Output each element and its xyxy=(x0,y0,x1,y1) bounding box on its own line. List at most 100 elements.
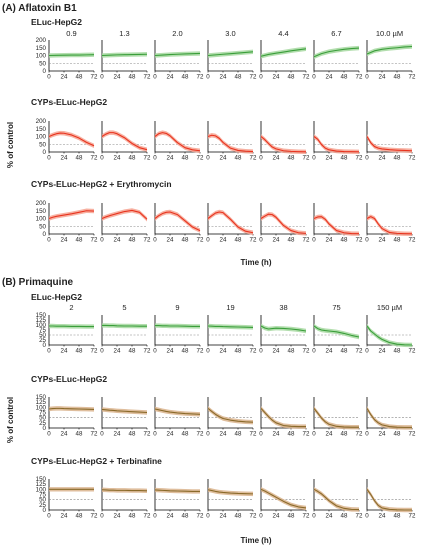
x-tick-label: 48 xyxy=(341,513,348,520)
series-line xyxy=(207,51,254,57)
x-tick-label: 48 xyxy=(394,237,401,244)
subplot-a-eluc-5: 0 24 48 72 xyxy=(259,40,310,81)
subplot-b-cyp-7: 0 24 48 72 xyxy=(365,397,416,438)
x-tick-label: 24 xyxy=(273,431,280,438)
x-tick-label: 0 xyxy=(259,74,263,81)
x-tick-label: 24 xyxy=(167,74,174,81)
y-tick-label: 0 xyxy=(43,342,47,349)
series-line xyxy=(260,48,307,57)
y-tick-label: 50 xyxy=(39,141,46,148)
x-tick-label: 48 xyxy=(76,348,83,355)
x-tick-label: 48 xyxy=(341,74,348,81)
x-tick-label: 48 xyxy=(288,237,295,244)
series-line xyxy=(313,325,360,338)
subplot-b-cyp-6: 0 24 48 72 xyxy=(312,397,363,438)
x-tick-label: 0 xyxy=(206,348,210,355)
x-tick-label: 24 xyxy=(220,348,227,355)
x-tick-label: 72 xyxy=(91,348,98,355)
series-band xyxy=(155,406,200,417)
concentration-label: 3.0 xyxy=(225,29,235,38)
x-tick-label: 48 xyxy=(76,513,83,520)
x-tick-label: 0 xyxy=(259,237,263,244)
x-tick-label: 72 xyxy=(197,74,204,81)
y-tick-label: 100 xyxy=(36,322,47,329)
series-band xyxy=(208,406,253,425)
x-tick-label: 72 xyxy=(91,237,98,244)
x-tick-label: 0 xyxy=(312,513,316,520)
y-tick-label: 50 xyxy=(39,223,46,230)
series-line xyxy=(207,211,254,234)
x-tick-label: 24 xyxy=(379,155,386,162)
x-tick-label: 0 xyxy=(100,348,104,355)
series-line xyxy=(260,408,306,428)
x-tick-label: 72 xyxy=(250,74,257,81)
series-band xyxy=(49,130,94,148)
x-tick-label: 48 xyxy=(235,513,242,520)
x-tick-label: 0 xyxy=(206,431,210,438)
y-tick-label: 50 xyxy=(39,415,46,422)
x-tick-label: 24 xyxy=(326,431,333,438)
y-tick-label: 100 xyxy=(36,134,47,141)
y-tick-label: 75 xyxy=(39,410,46,417)
series-band xyxy=(102,130,147,152)
x-tick-label: 72 xyxy=(409,74,416,81)
x-tick-label: 0 xyxy=(153,348,157,355)
x-tick-label: 24 xyxy=(273,74,280,81)
series-line xyxy=(154,489,200,492)
y-tick-label: 50 xyxy=(39,332,46,339)
subplot-a-cyp-5: 0 24 48 72 xyxy=(259,121,310,162)
x-tick-label: 24 xyxy=(114,431,121,438)
x-tick-label: 72 xyxy=(409,237,416,244)
y-tick-label: 150 xyxy=(36,126,47,133)
y-tick-label: 100 xyxy=(36,216,47,223)
x-tick-label: 24 xyxy=(379,237,386,244)
subplot-a-cyp-ery-6: 0 24 48 72 xyxy=(312,203,363,244)
x-tick-label: 24 xyxy=(326,348,333,355)
subplot-b-eluc-4: 0 24 48 72 xyxy=(206,315,257,355)
x-tick-label: 48 xyxy=(182,155,189,162)
series-line xyxy=(313,216,360,235)
series-line xyxy=(49,325,94,328)
x-tick-label: 72 xyxy=(356,155,363,162)
x-tick-label: 48 xyxy=(288,431,295,438)
series-line xyxy=(207,325,254,328)
concentration-label: 5 xyxy=(122,303,126,312)
y-tick-label: 75 xyxy=(39,327,46,334)
x-tick-label: 72 xyxy=(356,348,363,355)
y-tick-label: 200 xyxy=(36,200,47,207)
x-tick-label: 72 xyxy=(197,431,204,438)
series-line xyxy=(313,47,360,58)
series-line xyxy=(101,132,148,151)
x-tick-label: 72 xyxy=(144,237,151,244)
series-line xyxy=(260,488,307,509)
x-tick-label: 0 xyxy=(259,155,263,162)
x-tick-label: 0 xyxy=(47,237,51,244)
subplot-b-cyp-5: 0 24 48 72 xyxy=(259,397,310,438)
series-line xyxy=(207,407,254,423)
x-tick-label: 24 xyxy=(273,513,280,520)
x-tick-label: 72 xyxy=(356,431,363,438)
y-tick-label: 150 xyxy=(36,312,47,319)
series-line xyxy=(154,408,201,415)
subplot-a-cyp-4: 0 24 48 72 xyxy=(206,121,257,162)
x-tick-label: 0 xyxy=(365,431,369,438)
subplot-a-cyp-ery-1: 0 24 48 72 xyxy=(47,203,98,244)
subplot-a-cyp-2: 0 24 48 72 xyxy=(100,121,151,162)
x-tick-label: 0 xyxy=(153,431,157,438)
x-tick-label: 48 xyxy=(288,348,295,355)
series-line xyxy=(313,136,360,153)
x-tick-label: 24 xyxy=(326,237,333,244)
x-tick-label: 0 xyxy=(312,431,316,438)
series-line xyxy=(101,489,148,492)
subplot-a-cyp-ery-2: 0 24 48 72 xyxy=(100,203,151,244)
series-line xyxy=(366,489,412,511)
series-line xyxy=(260,325,307,332)
subplot-a-eluc-2: 0 24 48 72 xyxy=(100,40,151,81)
x-tick-label: 24 xyxy=(61,431,68,438)
subplot-a-eluc-7: 0 24 48 72 xyxy=(365,40,416,81)
panel-a-concentration-labels: 0.9 1.3 2.0 3.0 4.4 6.7 10.0 µM xyxy=(66,29,403,38)
series-line xyxy=(366,408,412,428)
x-tick-label: 48 xyxy=(394,348,401,355)
subplot-b-eluc-3: 0 24 48 72 xyxy=(153,315,204,355)
